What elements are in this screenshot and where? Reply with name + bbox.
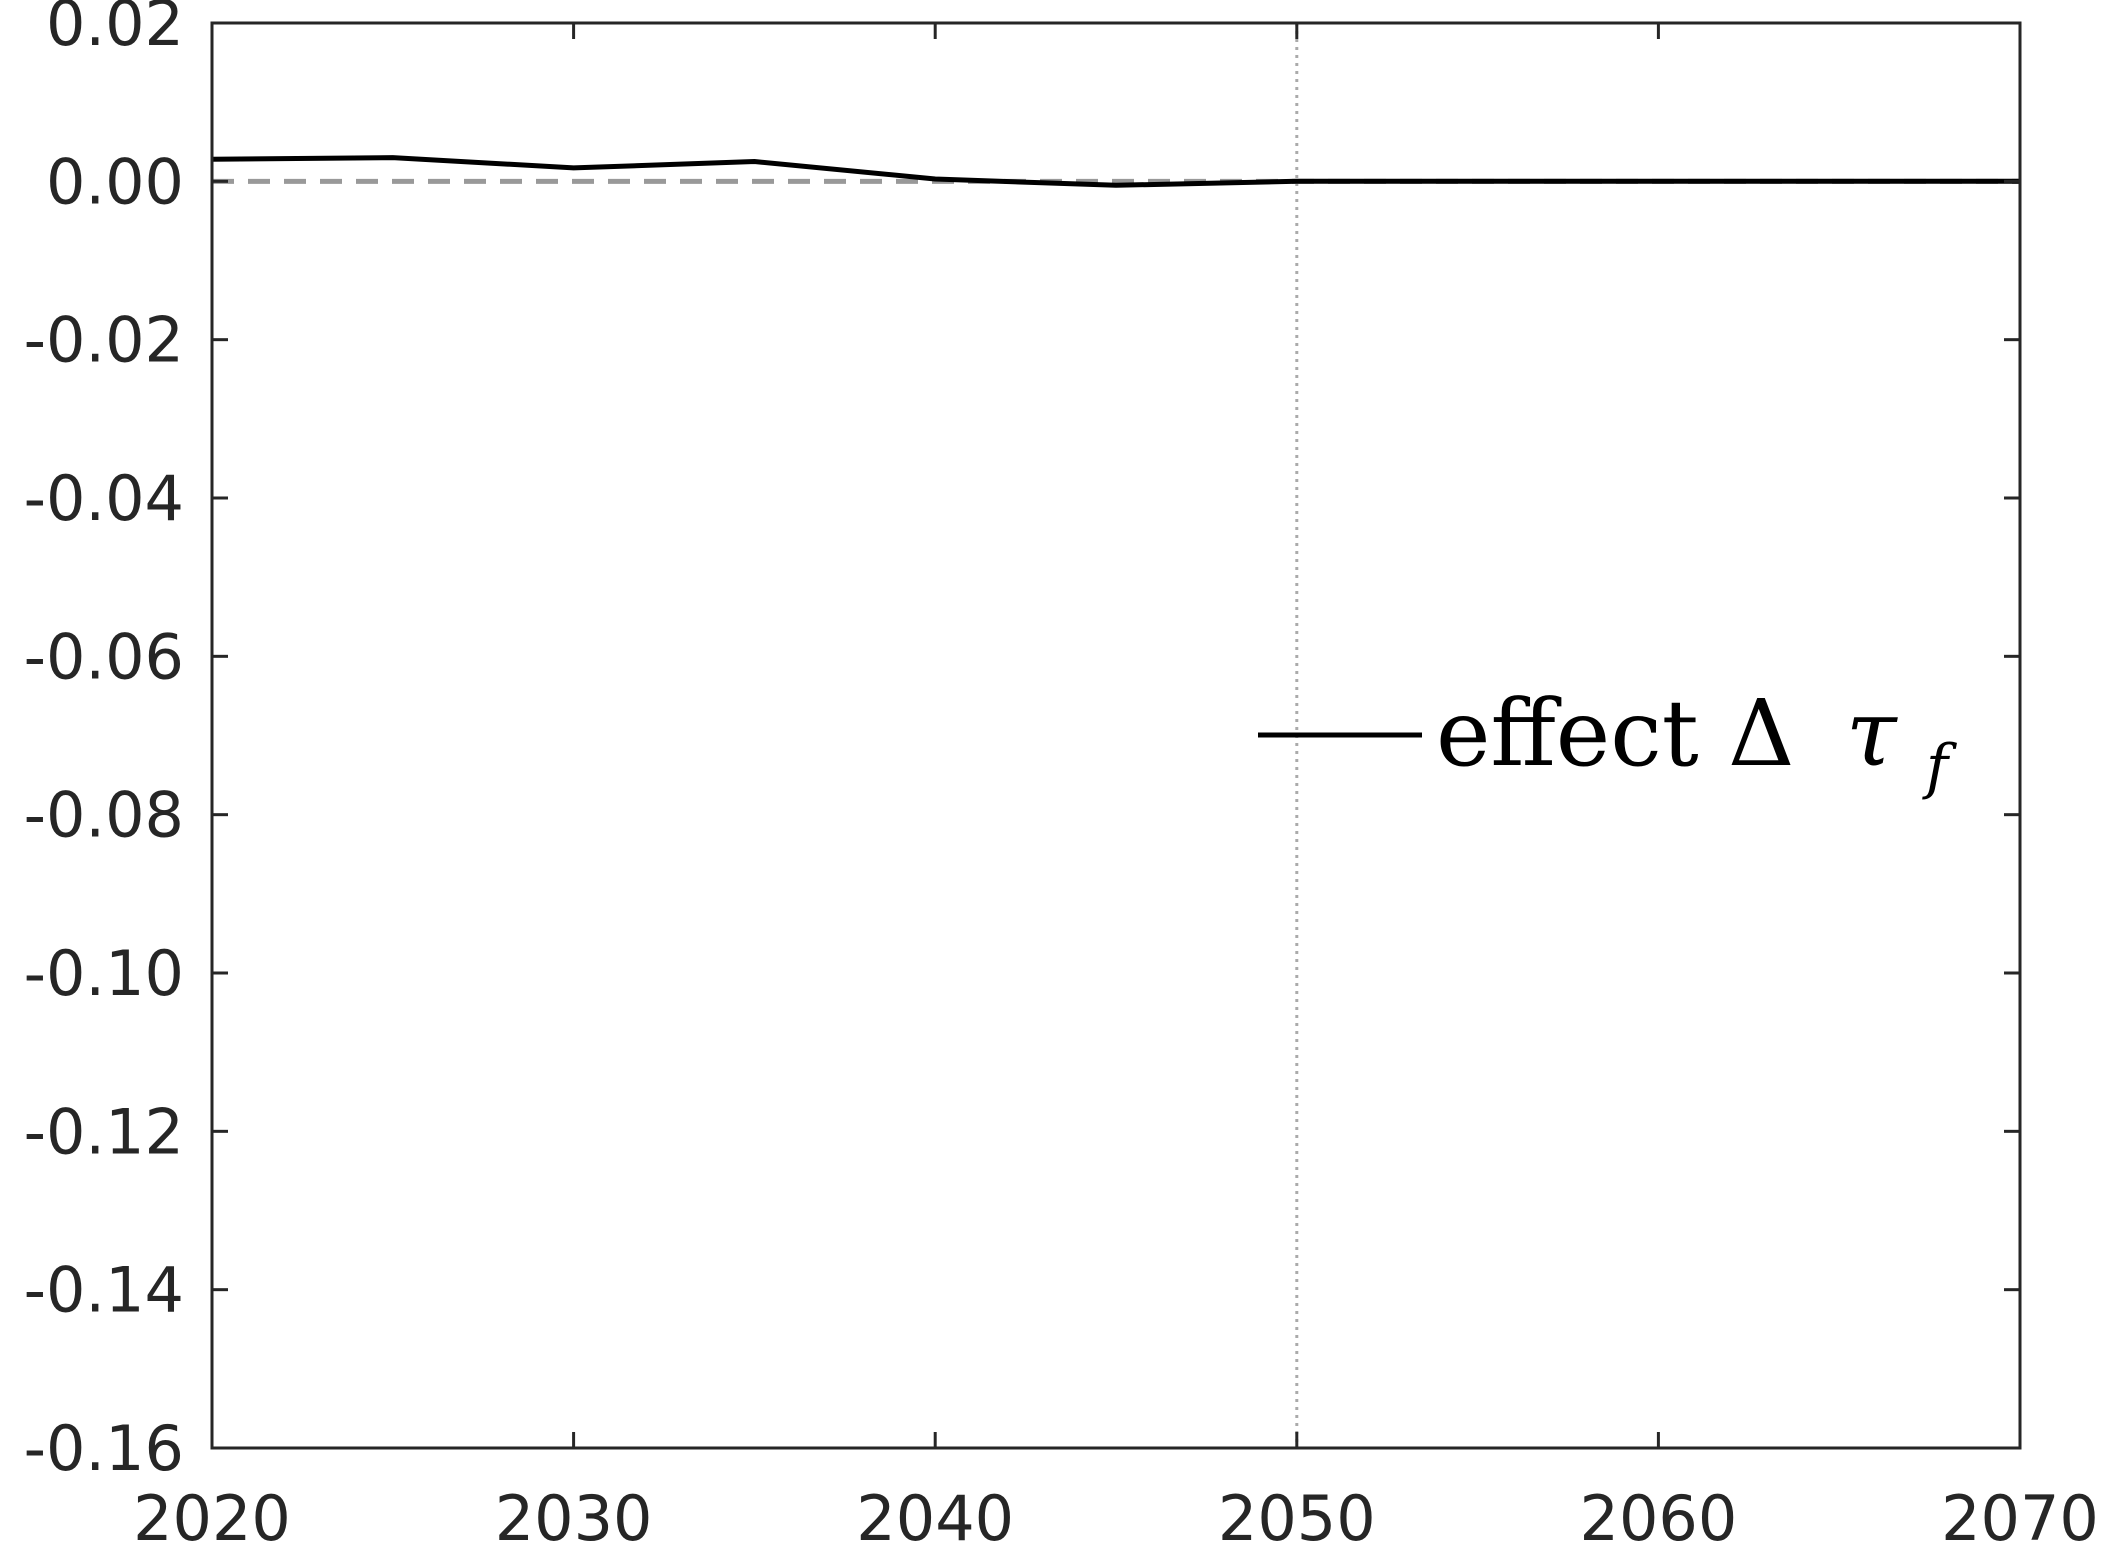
x-tick-label: 2070 — [1941, 1482, 2099, 1546]
legend-label: effect Δ τ f — [1436, 680, 1958, 802]
x-tick-label: 2050 — [1218, 1482, 1376, 1546]
y-tick-label: -0.04 — [24, 462, 184, 535]
y-tick-label: -0.06 — [24, 620, 184, 693]
y-tick-label: 0.00 — [46, 145, 184, 218]
x-tick-label: 2030 — [495, 1482, 653, 1546]
y-tick-label: -0.08 — [24, 779, 184, 852]
y-tick-label: 0.02 — [46, 0, 184, 60]
legend-label-symbol: τ — [1846, 680, 1899, 787]
axis-ticks — [210, 21, 2022, 1450]
axes-frame — [210, 21, 2022, 1450]
legend-label-text: effect Δ — [1436, 680, 1794, 787]
y-tick-label: -0.14 — [24, 1254, 184, 1327]
y-tick-label: -0.12 — [24, 1095, 184, 1168]
y-tick-labels: 0.02 0.00 -0.02 -0.04 -0.06 -0.08 -0.10 -0.12 -0… — [24, 0, 184, 1485]
y-tick-label: -0.16 — [24, 1412, 184, 1485]
x-tick-label: 2060 — [1580, 1482, 1738, 1546]
series-line — [211, 155, 2020, 188]
x-tick-label: 2020 — [133, 1482, 291, 1546]
y-tick-label: -0.02 — [24, 304, 184, 377]
x-tick-label: 2040 — [856, 1482, 1014, 1546]
x-tick-labels: 2020 2030 2040 2050 2060 2070 — [133, 1482, 2099, 1546]
legend: effect Δ τ f — [1258, 680, 1958, 802]
y-tick-label: -0.10 — [24, 937, 184, 1010]
